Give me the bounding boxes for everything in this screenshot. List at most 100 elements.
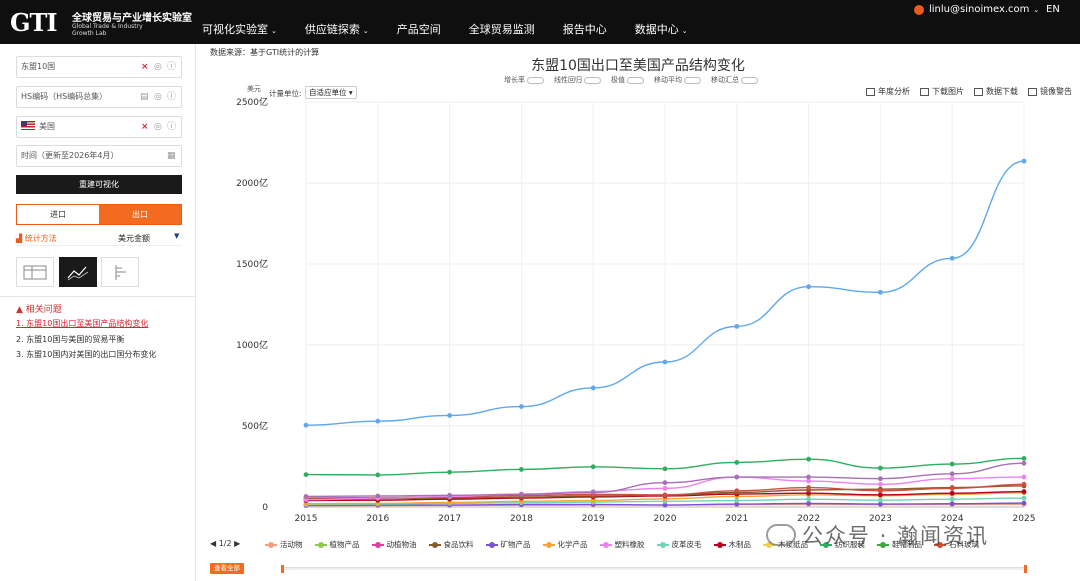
legend-swatch xyxy=(934,541,946,548)
legend-item[interactable]: 石料玻璃 xyxy=(934,539,979,550)
mirror-warning-button[interactable]: 镜像警告 xyxy=(1028,86,1072,97)
legend-item[interactable]: 食品饮料 xyxy=(428,539,474,550)
y-tick-label: 1500亿 xyxy=(236,258,268,270)
clear-icon[interactable]: × xyxy=(141,62,149,72)
download-image-button[interactable]: 下载图片 xyxy=(920,86,964,97)
option-moving-sum[interactable]: 移动汇总 xyxy=(711,75,758,85)
prev-icon[interactable]: ◀ xyxy=(210,539,219,548)
legend-label: 石料玻璃 xyxy=(949,540,979,549)
legend-item[interactable]: 鞋帽制品 xyxy=(877,539,922,550)
settings-icon[interactable]: ◎ xyxy=(154,122,162,132)
logo-english-line2: Growth Lab xyxy=(72,30,107,37)
clear-icon[interactable]: × xyxy=(141,122,149,132)
nav-trade-monitor[interactable]: 全球贸易监测 xyxy=(468,23,535,36)
toggle-switch[interactable] xyxy=(684,76,701,84)
legend-swatch xyxy=(599,541,612,548)
legend-item[interactable]: 植物产品 xyxy=(314,539,360,550)
legend-item[interactable]: 活动物 xyxy=(265,539,303,550)
legend-item[interactable]: 矿物产品 xyxy=(485,539,531,550)
time-field[interactable]: 时间（更新至2026年4月） ▦ xyxy=(16,145,182,167)
data-point xyxy=(375,493,381,499)
legend-item[interactable]: 木浆纸品 xyxy=(763,539,808,550)
related-question-item[interactable]: 1. 东盟10国出口至美国产品结构变化 xyxy=(16,319,149,328)
related-question-item[interactable]: 3. 东盟10国内对美国的出口国分布变化 xyxy=(16,350,157,359)
data-point xyxy=(519,404,524,409)
importer-value: 美国 xyxy=(39,122,55,131)
export-tab[interactable]: 出口 xyxy=(99,205,181,224)
data-point xyxy=(1021,158,1027,164)
nav-report-center[interactable]: 报告中心 xyxy=(562,23,607,36)
language-switch[interactable]: EN xyxy=(1046,4,1060,15)
nav-data-center[interactable]: 数据中心 ⌄ xyxy=(634,23,688,36)
data-point xyxy=(806,478,811,484)
toggle-switch[interactable] xyxy=(741,76,758,84)
legend-swatch xyxy=(656,541,669,548)
legend-item[interactable]: 塑料橡胶 xyxy=(599,539,645,550)
next-icon[interactable]: ▶ xyxy=(231,539,241,548)
settings-icon[interactable]: ◎ xyxy=(154,62,162,72)
bar-view-button[interactable] xyxy=(101,257,139,287)
data-point xyxy=(878,289,883,295)
related-question-item[interactable]: 2. 东盟10国与美国的贸易平衡 xyxy=(16,335,125,344)
data-point xyxy=(734,460,740,465)
nav-supply-chain[interactable]: 供应链探索 ⌄ xyxy=(304,23,369,36)
exporter-value: 东盟10国 xyxy=(21,62,56,71)
image-icon xyxy=(920,87,929,96)
download-data-button[interactable]: 数据下载 xyxy=(974,86,1018,97)
data-point xyxy=(662,466,668,472)
range-slider[interactable] xyxy=(281,565,1027,573)
help-icon[interactable]: ⓘ xyxy=(167,92,177,102)
settings-icon[interactable]: ◎ xyxy=(154,92,162,102)
gti-logo[interactable]: GTI 全球贸易与产业增长实验室 Global Trade & Industry… xyxy=(10,6,192,38)
data-point xyxy=(1021,460,1027,466)
data-point xyxy=(806,474,811,480)
help-icon[interactable]: ⓘ xyxy=(167,122,177,132)
data-point xyxy=(878,465,883,471)
data-point xyxy=(878,501,883,507)
annual-analysis-button[interactable]: 年度分析 xyxy=(866,86,910,97)
y-tick-label: 2000亿 xyxy=(236,177,268,189)
calendar-icon[interactable]: ▦ xyxy=(167,151,176,161)
legend-item[interactable]: 皮革皮毛 xyxy=(656,539,702,550)
logo-mark: GTI xyxy=(10,8,58,37)
help-icon[interactable]: ⓘ xyxy=(167,62,177,72)
option-moving-average[interactable]: 移动平均 xyxy=(654,75,701,85)
slider-right-handle[interactable] xyxy=(1024,565,1027,573)
line-view-button[interactable] xyxy=(59,257,97,287)
stat-method-select[interactable]: ▟ 统计方法 美元金额 ▼ xyxy=(16,230,182,246)
grid-icon[interactable]: ▤ xyxy=(140,92,149,102)
table-view-button[interactable] xyxy=(16,257,54,287)
nav-product-space[interactable]: 产品空间 xyxy=(396,23,441,36)
data-point xyxy=(806,456,811,462)
hs-code-field[interactable]: HS编码（HS编码总集） ▤ ◎ ⓘ xyxy=(16,86,182,108)
rebuild-visualization-button[interactable]: 重建可视化 xyxy=(16,175,182,194)
exporter-field[interactable]: 东盟10国 × ◎ ⓘ xyxy=(16,56,182,78)
data-point xyxy=(949,476,955,482)
toggle-switch[interactable] xyxy=(627,76,644,84)
measure-unit-select[interactable]: 自适应单位 ▾ xyxy=(305,86,357,99)
show-all-button[interactable]: 查看全部 xyxy=(210,563,244,574)
toggle-switch[interactable] xyxy=(527,76,544,84)
option-extremes[interactable]: 极值 xyxy=(611,75,644,85)
user-menu[interactable]: linlu@sinoimex.com ⌄ xyxy=(914,4,1039,15)
legend-item[interactable]: 动植物油 xyxy=(371,539,417,550)
legend-item[interactable]: 纺织服装 xyxy=(820,539,865,550)
option-growth-rate[interactable]: 增长率 xyxy=(504,75,544,85)
logo-chinese-name: 全球贸易与产业增长实验室 xyxy=(72,13,192,24)
legend-item[interactable]: 化学产品 xyxy=(542,539,588,550)
import-tab[interactable]: 进口 xyxy=(50,210,66,219)
x-tick-label: 2024 xyxy=(941,514,964,524)
toggle-switch[interactable] xyxy=(584,76,601,84)
importer-field[interactable]: 美国 × ◎ ⓘ xyxy=(16,116,182,138)
legend-pager[interactable]: ◀ 1/2 ▶ xyxy=(210,539,241,548)
data-point xyxy=(1021,495,1027,501)
option-linear-regression[interactable]: 线性回归 xyxy=(554,75,601,85)
series-line xyxy=(305,160,1025,426)
legend-swatch xyxy=(428,541,441,548)
chart-toolbar: 年度分析 下载图片 数据下载 镜像警告 xyxy=(866,86,1080,97)
nav-visualization-lab[interactable]: 可视化实验室 ⌄ xyxy=(202,23,277,36)
data-source-note: 数据来源：基于GTI统计的计算 xyxy=(210,48,320,57)
data-point xyxy=(1021,481,1027,487)
slider-left-handle[interactable] xyxy=(281,565,284,573)
legend-item[interactable]: 木制品 xyxy=(713,539,751,550)
